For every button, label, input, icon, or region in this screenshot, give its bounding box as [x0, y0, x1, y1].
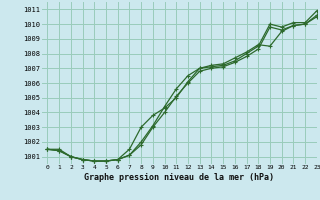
- X-axis label: Graphe pression niveau de la mer (hPa): Graphe pression niveau de la mer (hPa): [84, 173, 274, 182]
